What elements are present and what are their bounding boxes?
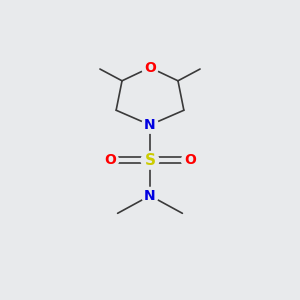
Circle shape [142,117,158,133]
Circle shape [102,152,119,169]
Text: N: N [144,189,156,202]
Text: O: O [104,153,116,167]
Circle shape [182,152,198,169]
Circle shape [141,152,159,169]
Circle shape [142,188,158,204]
Text: O: O [184,153,196,167]
Text: O: O [144,61,156,75]
Text: S: S [145,153,155,168]
Text: N: N [144,118,156,132]
Circle shape [142,59,158,76]
